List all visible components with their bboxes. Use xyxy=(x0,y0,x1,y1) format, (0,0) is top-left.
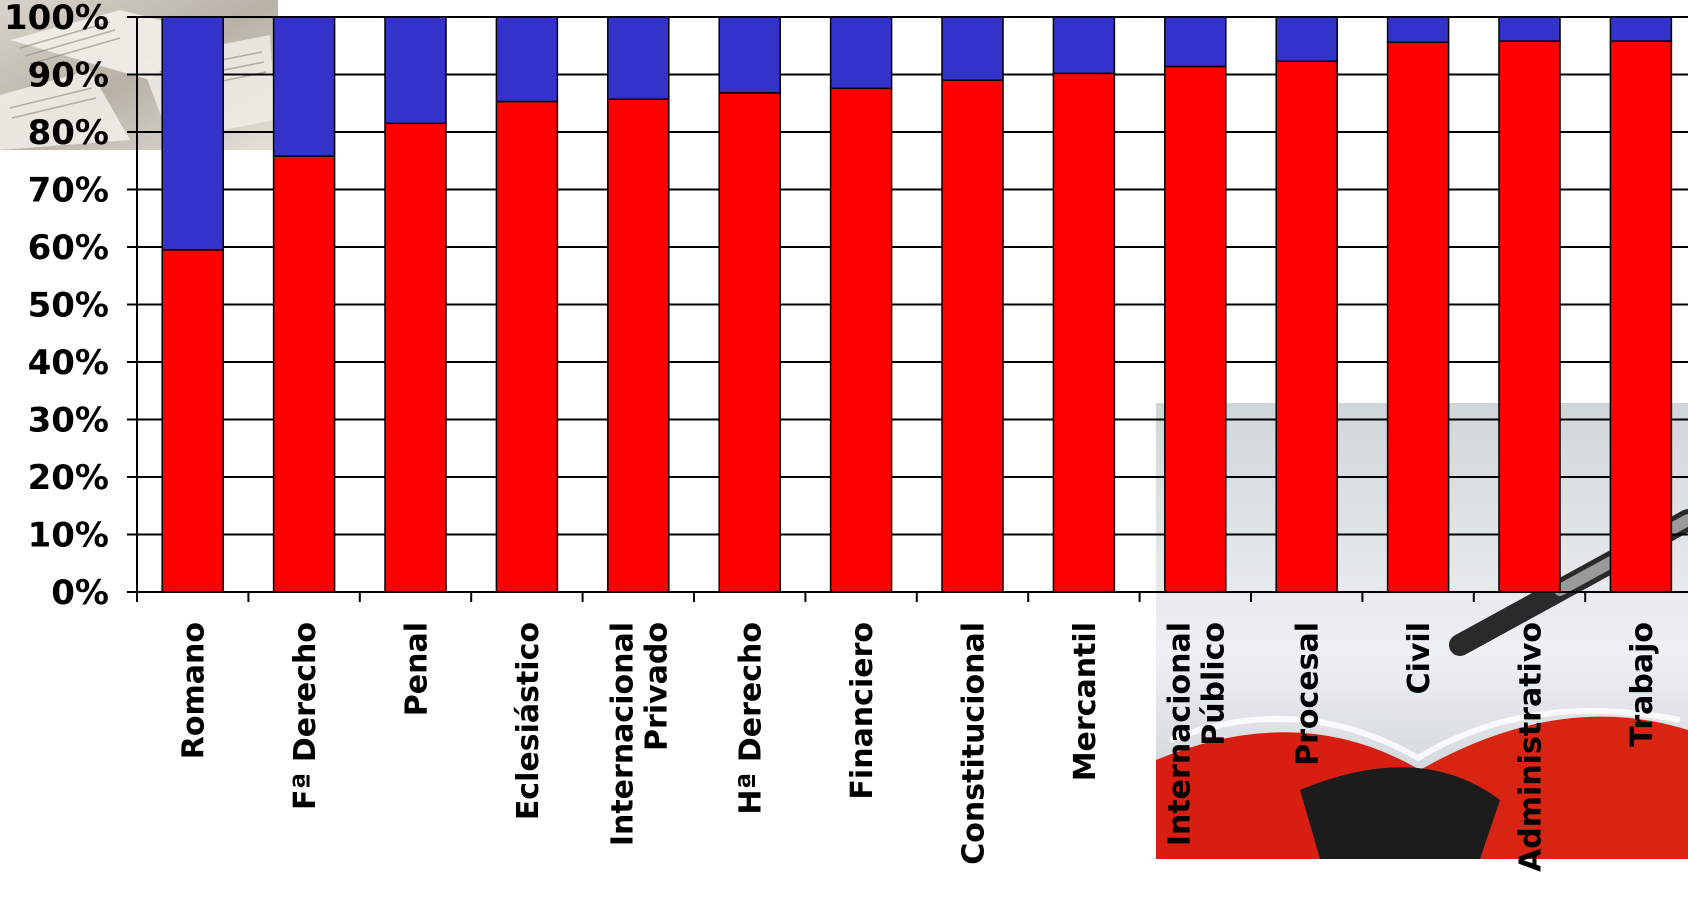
category-labels: Romano Fª Derecho Penal Eclesiástico Interna… xyxy=(177,622,1660,872)
y-tick-label-0: 0% xyxy=(51,573,109,613)
bar-12-series-1 xyxy=(1498,16,1561,42)
y-tick-label-2: 20% xyxy=(28,458,109,498)
category-label-12: Administrativo xyxy=(1514,622,1549,872)
category-label-4-line-0: Internacional xyxy=(605,622,640,846)
bar-9-series-1 xyxy=(1164,16,1227,68)
bar-0-series-0 xyxy=(161,249,224,593)
y-tick-labels: 0% 10% 20% 30% 40% 50% 60% 70% 80% 90% 100% xyxy=(4,0,109,613)
category-label-6-line-0: Financiero xyxy=(845,622,880,800)
category-label-7: Constitucional xyxy=(957,622,992,865)
category-label-0: Romano xyxy=(177,622,212,759)
category-label-6: Financiero xyxy=(845,622,880,800)
bar-6-series-0 xyxy=(829,87,893,593)
bar-2-series-1 xyxy=(384,16,447,125)
bar-0-series-1 xyxy=(161,16,224,251)
bar-11-series-1 xyxy=(1386,16,1450,44)
bar-9-series-0 xyxy=(1164,65,1227,593)
category-label-1-line-0: Fª Derecho xyxy=(288,622,323,810)
category-label-3-line-0: Eclesiástico xyxy=(511,622,546,820)
bar-5-series-1 xyxy=(718,16,781,94)
bar-6-series-1 xyxy=(829,16,893,90)
category-label-13-line-0: Trabajo xyxy=(1625,622,1660,747)
category-label-8-line-0: Mercantil xyxy=(1068,622,1103,781)
bar-4-series-0 xyxy=(607,98,670,593)
y-tick-label-1: 10% xyxy=(28,516,109,556)
category-label-2: Penal xyxy=(400,622,435,716)
y-tick-label-9: 90% xyxy=(28,56,109,96)
category-label-9: Internacional Público xyxy=(1162,622,1231,846)
y-tick-label-8: 80% xyxy=(28,113,109,153)
category-label-4: Internacional Privado xyxy=(605,622,674,846)
category-label-3: Eclesiástico xyxy=(511,622,546,820)
category-label-12-line-0: Administrativo xyxy=(1514,622,1549,872)
bar-2-series-0 xyxy=(384,122,447,593)
bar-7-series-0 xyxy=(941,79,1004,593)
bar-8-series-1 xyxy=(1052,16,1116,75)
y-tick-label-6: 60% xyxy=(28,228,109,268)
bar-13-series-1 xyxy=(1609,16,1673,42)
bar-1-series-1 xyxy=(272,16,336,157)
bar-10-series-1 xyxy=(1275,16,1338,63)
bar-3-series-1 xyxy=(495,16,559,103)
book-pen-photo-bottom-right xyxy=(1156,403,1688,859)
category-label-9-line-1: Público xyxy=(1196,622,1231,746)
y-tick-label-3: 30% xyxy=(28,401,109,441)
bars xyxy=(161,16,1673,593)
category-label-10-line-0: Procesal xyxy=(1291,622,1326,766)
y-tick-label-7: 70% xyxy=(28,171,109,211)
category-label-4-line-1: Privado xyxy=(639,622,674,751)
y-tick-label-10: 100% xyxy=(4,0,109,38)
bar-1-series-0 xyxy=(272,155,336,593)
category-label-7-line-0: Constitucional xyxy=(957,622,992,865)
bar-12-series-0 xyxy=(1498,40,1561,593)
y-tick-label-4: 40% xyxy=(28,343,109,383)
category-label-1: Fª Derecho xyxy=(288,622,323,810)
category-label-5: Hª Derecho xyxy=(734,622,769,815)
bar-13-series-0 xyxy=(1609,40,1673,593)
category-label-9-line-0: Internacional xyxy=(1162,622,1197,846)
category-label-11: Civil xyxy=(1402,622,1437,694)
category-label-11-line-0: Civil xyxy=(1402,622,1437,694)
bar-4-series-1 xyxy=(607,16,670,100)
bar-3-series-0 xyxy=(495,100,559,593)
bar-11-series-0 xyxy=(1386,41,1450,593)
bar-7-series-1 xyxy=(941,16,1004,81)
category-label-5-line-0: Hª Derecho xyxy=(734,622,769,815)
category-label-2-line-0: Penal xyxy=(400,622,435,716)
category-label-10: Procesal xyxy=(1291,622,1326,766)
category-label-13: Trabajo xyxy=(1625,622,1660,747)
bar-10-series-0 xyxy=(1275,60,1338,593)
bar-5-series-0 xyxy=(718,92,781,593)
y-tick-label-5: 50% xyxy=(28,286,109,326)
category-label-8: Mercantil xyxy=(1068,622,1103,781)
axes xyxy=(127,16,1688,602)
category-label-0-line-0: Romano xyxy=(177,622,212,759)
bar-8-series-0 xyxy=(1052,72,1116,593)
